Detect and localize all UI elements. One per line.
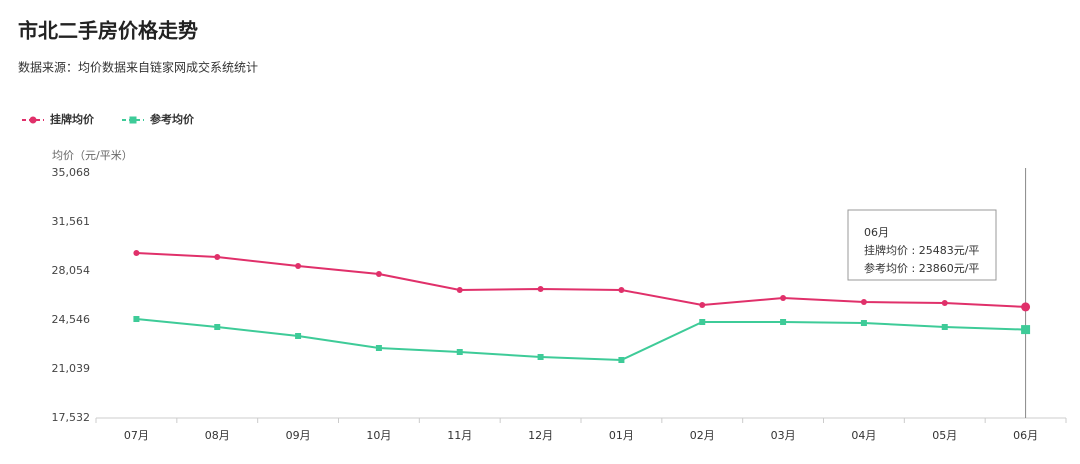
point	[618, 357, 625, 364]
y-tick-label: 17,532	[52, 411, 91, 424]
legend-marker	[29, 116, 37, 124]
x-tick-label: 07月	[124, 429, 149, 442]
point	[537, 286, 544, 293]
point	[699, 319, 706, 326]
y-tick-label: 35,068	[52, 166, 91, 179]
point	[1021, 325, 1031, 335]
point	[133, 250, 140, 257]
series-line	[136, 318, 1026, 362]
tooltip-line: 参考均价 : 23860元/平	[864, 261, 979, 275]
point	[860, 299, 867, 306]
point	[214, 254, 221, 261]
point	[456, 287, 463, 294]
x-tick-label: 04月	[851, 429, 876, 442]
x-tick-label: 08月	[205, 429, 230, 442]
point	[214, 324, 221, 331]
y-tick-label: 24,546	[52, 313, 91, 326]
point	[295, 263, 302, 270]
tooltip: 06月 挂牌均价 : 25483元/平 参考均价 : 23860元/平	[847, 209, 997, 281]
point	[780, 295, 787, 302]
tooltip-box	[847, 209, 997, 281]
legend-label: 参考均价	[150, 112, 195, 126]
point	[780, 319, 787, 326]
x-tick-label: 06月	[1013, 429, 1038, 442]
tooltip-line: 挂牌均价 : 25483元/平	[864, 243, 979, 257]
y-axis-label: 均价（元/平米）	[52, 149, 133, 162]
point	[375, 271, 382, 278]
point	[133, 316, 140, 323]
tooltip-title: 06月	[864, 226, 889, 239]
point	[699, 302, 706, 309]
x-tick-label: 02月	[690, 429, 715, 442]
x-tick-label: 03月	[771, 429, 796, 442]
point	[295, 333, 302, 340]
point	[1021, 302, 1031, 312]
point	[941, 300, 948, 307]
point	[537, 354, 544, 361]
point	[456, 348, 463, 355]
point	[941, 324, 948, 331]
point	[860, 320, 867, 327]
x-tick-label: 11月	[447, 429, 472, 442]
x-tick-label: 10月	[366, 429, 391, 442]
point	[618, 287, 625, 294]
y-tick-label: 31,561	[52, 215, 91, 228]
x-tick-label: 01月	[609, 429, 634, 442]
series-line	[136, 252, 1026, 308]
point	[375, 345, 382, 352]
x-tick-label: 09月	[286, 429, 311, 442]
y-tick-label: 21,039	[52, 362, 91, 375]
y-tick-label: 28,054	[52, 264, 91, 277]
x-tick-label: 12月	[528, 429, 553, 442]
chart-subtitle: 数据来源：均价数据来自链家网成交系统统计	[18, 60, 258, 75]
x-tick-label: 05月	[932, 429, 957, 442]
legend-label: 挂牌均价	[50, 112, 95, 126]
legend-marker	[129, 116, 137, 124]
chart-title: 市北二手房价格走势	[18, 19, 198, 43]
